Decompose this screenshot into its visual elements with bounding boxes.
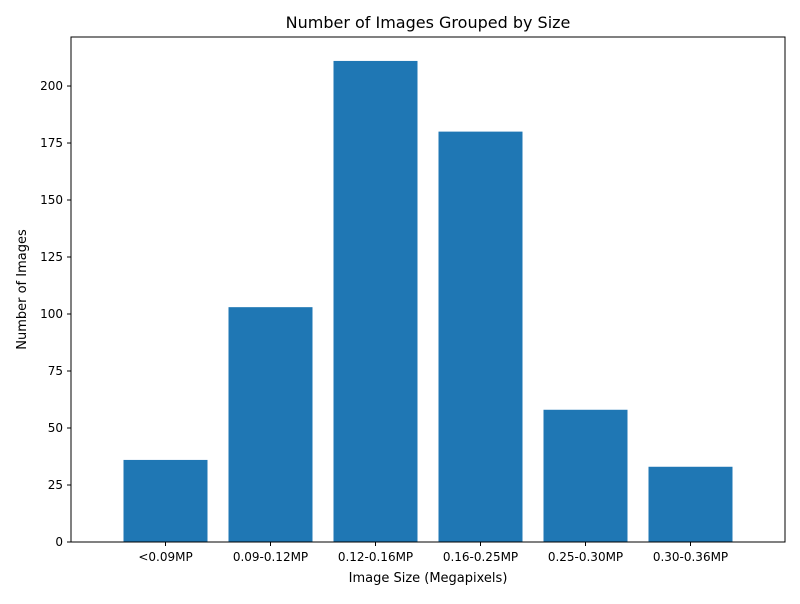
x-tick-label: 0.09-0.12MP <box>233 550 308 564</box>
y-axis-ticks: 0 25 50 75 100 125 150 175 200 <box>40 79 71 549</box>
chart-title: Number of Images Grouped by Size <box>286 13 571 32</box>
x-tick-label: <0.09MP <box>138 550 192 564</box>
x-axis-ticks: <0.09MP 0.09-0.12MP 0.12-0.16MP 0.16-0.25MP… <box>138 542 728 564</box>
y-tick-label: 50 <box>48 421 63 435</box>
x-tick-label: 0.25-0.30MP <box>548 550 623 564</box>
bar-2 <box>333 60 418 542</box>
bar-1 <box>228 307 313 542</box>
bar-0 <box>123 459 208 542</box>
x-tick-label: 0.16-0.25MP <box>443 550 518 564</box>
x-tick-label: 0.30-0.36MP <box>653 550 728 564</box>
y-tick-label: 75 <box>48 364 63 378</box>
bar-3 <box>438 131 523 542</box>
y-axis-label: Number of Images <box>15 229 30 350</box>
bar-4 <box>543 409 628 542</box>
y-tick-label: 25 <box>48 478 63 492</box>
bars-group <box>123 60 733 542</box>
bar-5 <box>648 466 733 542</box>
plot-frame <box>70 36 786 543</box>
y-tick-label: 150 <box>40 193 63 207</box>
y-tick-label: 125 <box>40 250 63 264</box>
y-tick-label: 0 <box>55 535 63 549</box>
x-axis-label: Image Size (Megapixels) <box>349 571 508 586</box>
x-tick-label: 0.12-0.16MP <box>338 550 413 564</box>
y-tick-label: 175 <box>40 136 63 150</box>
y-tick-label: 100 <box>40 307 63 321</box>
y-tick-label: 200 <box>40 79 63 93</box>
